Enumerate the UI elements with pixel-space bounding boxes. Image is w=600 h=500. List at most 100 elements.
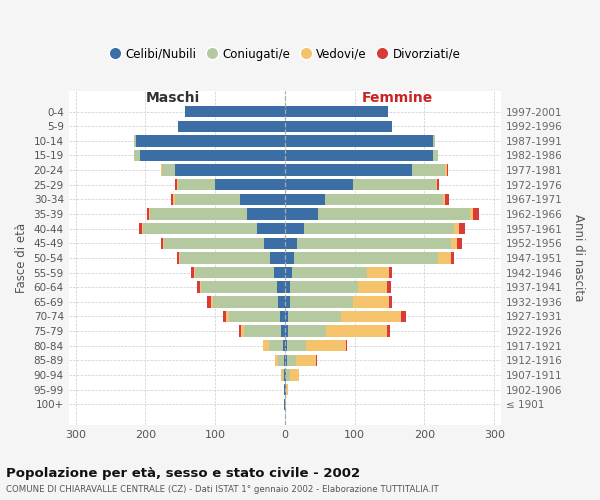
Bar bbox=[173, 194, 175, 205]
Bar bbox=[353, 179, 436, 190]
Bar bbox=[211, 296, 213, 308]
Bar bbox=[229, 310, 280, 322]
Bar bbox=[454, 223, 460, 234]
Bar bbox=[306, 340, 346, 351]
Bar bbox=[247, 208, 285, 220]
Bar bbox=[288, 326, 326, 337]
Y-axis label: Anni di nascita: Anni di nascita bbox=[572, 214, 585, 302]
Bar bbox=[457, 238, 462, 249]
Bar bbox=[326, 326, 387, 337]
Bar bbox=[278, 354, 284, 366]
Bar bbox=[177, 179, 178, 190]
Bar bbox=[142, 223, 143, 234]
Bar bbox=[175, 164, 285, 176]
Bar bbox=[285, 384, 286, 396]
Bar bbox=[289, 310, 341, 322]
Bar bbox=[445, 164, 447, 176]
Bar bbox=[296, 354, 316, 366]
Bar bbox=[433, 150, 439, 161]
Bar bbox=[285, 310, 289, 322]
Bar bbox=[241, 326, 244, 337]
Bar bbox=[412, 164, 445, 176]
Bar bbox=[287, 354, 296, 366]
Bar bbox=[433, 135, 435, 146]
Bar bbox=[140, 150, 285, 161]
Text: Maschi: Maschi bbox=[145, 91, 200, 105]
Bar bbox=[294, 252, 439, 264]
Bar bbox=[177, 252, 179, 264]
Bar bbox=[285, 135, 433, 146]
Bar bbox=[285, 326, 288, 337]
Bar bbox=[285, 194, 325, 205]
Bar bbox=[285, 150, 433, 161]
Bar bbox=[197, 282, 200, 293]
Bar bbox=[443, 194, 445, 205]
Bar bbox=[284, 384, 285, 396]
Bar bbox=[319, 208, 470, 220]
Bar bbox=[285, 282, 290, 293]
Bar bbox=[285, 296, 290, 308]
Bar bbox=[451, 252, 454, 264]
Bar bbox=[285, 238, 298, 249]
Bar bbox=[175, 194, 239, 205]
Bar bbox=[200, 282, 201, 293]
Bar bbox=[178, 179, 215, 190]
Bar bbox=[473, 208, 479, 220]
Bar bbox=[445, 194, 449, 205]
Bar bbox=[180, 252, 269, 264]
Bar bbox=[285, 252, 294, 264]
Bar bbox=[283, 340, 285, 351]
Bar bbox=[460, 223, 465, 234]
Bar bbox=[286, 370, 290, 380]
Bar bbox=[451, 238, 457, 249]
Bar bbox=[292, 267, 367, 278]
Bar bbox=[286, 384, 288, 396]
Bar bbox=[263, 340, 269, 351]
Bar bbox=[223, 310, 226, 322]
Bar bbox=[290, 282, 358, 293]
Bar bbox=[290, 296, 353, 308]
Bar bbox=[470, 208, 473, 220]
Bar bbox=[213, 296, 278, 308]
Bar bbox=[285, 106, 388, 118]
Bar bbox=[175, 179, 177, 190]
Bar bbox=[285, 208, 319, 220]
Bar bbox=[285, 370, 286, 380]
Bar bbox=[278, 296, 285, 308]
Bar bbox=[162, 164, 175, 176]
Bar bbox=[269, 340, 283, 351]
Bar bbox=[150, 208, 247, 220]
Bar bbox=[284, 354, 285, 366]
Bar bbox=[163, 238, 164, 249]
Bar bbox=[341, 310, 401, 322]
Bar bbox=[201, 282, 277, 293]
Bar bbox=[171, 194, 173, 205]
Bar bbox=[283, 370, 284, 380]
Bar bbox=[389, 296, 392, 308]
Bar bbox=[147, 208, 149, 220]
Bar bbox=[281, 326, 285, 337]
Bar bbox=[274, 267, 285, 278]
Bar bbox=[298, 238, 451, 249]
Bar bbox=[436, 179, 437, 190]
Bar bbox=[215, 179, 285, 190]
Bar bbox=[136, 135, 285, 146]
Bar bbox=[161, 238, 163, 249]
Bar bbox=[437, 179, 439, 190]
Y-axis label: Fasce di età: Fasce di età bbox=[15, 223, 28, 293]
Bar bbox=[178, 120, 285, 132]
Bar bbox=[194, 267, 195, 278]
Bar bbox=[367, 267, 389, 278]
Bar bbox=[208, 296, 211, 308]
Bar bbox=[179, 252, 180, 264]
Bar bbox=[285, 267, 292, 278]
Bar bbox=[285, 354, 287, 366]
Bar bbox=[281, 370, 283, 380]
Bar bbox=[285, 179, 353, 190]
Bar bbox=[353, 296, 389, 308]
Bar bbox=[269, 252, 285, 264]
Bar bbox=[195, 267, 274, 278]
Bar bbox=[287, 340, 306, 351]
Bar bbox=[239, 194, 285, 205]
Bar bbox=[277, 282, 285, 293]
